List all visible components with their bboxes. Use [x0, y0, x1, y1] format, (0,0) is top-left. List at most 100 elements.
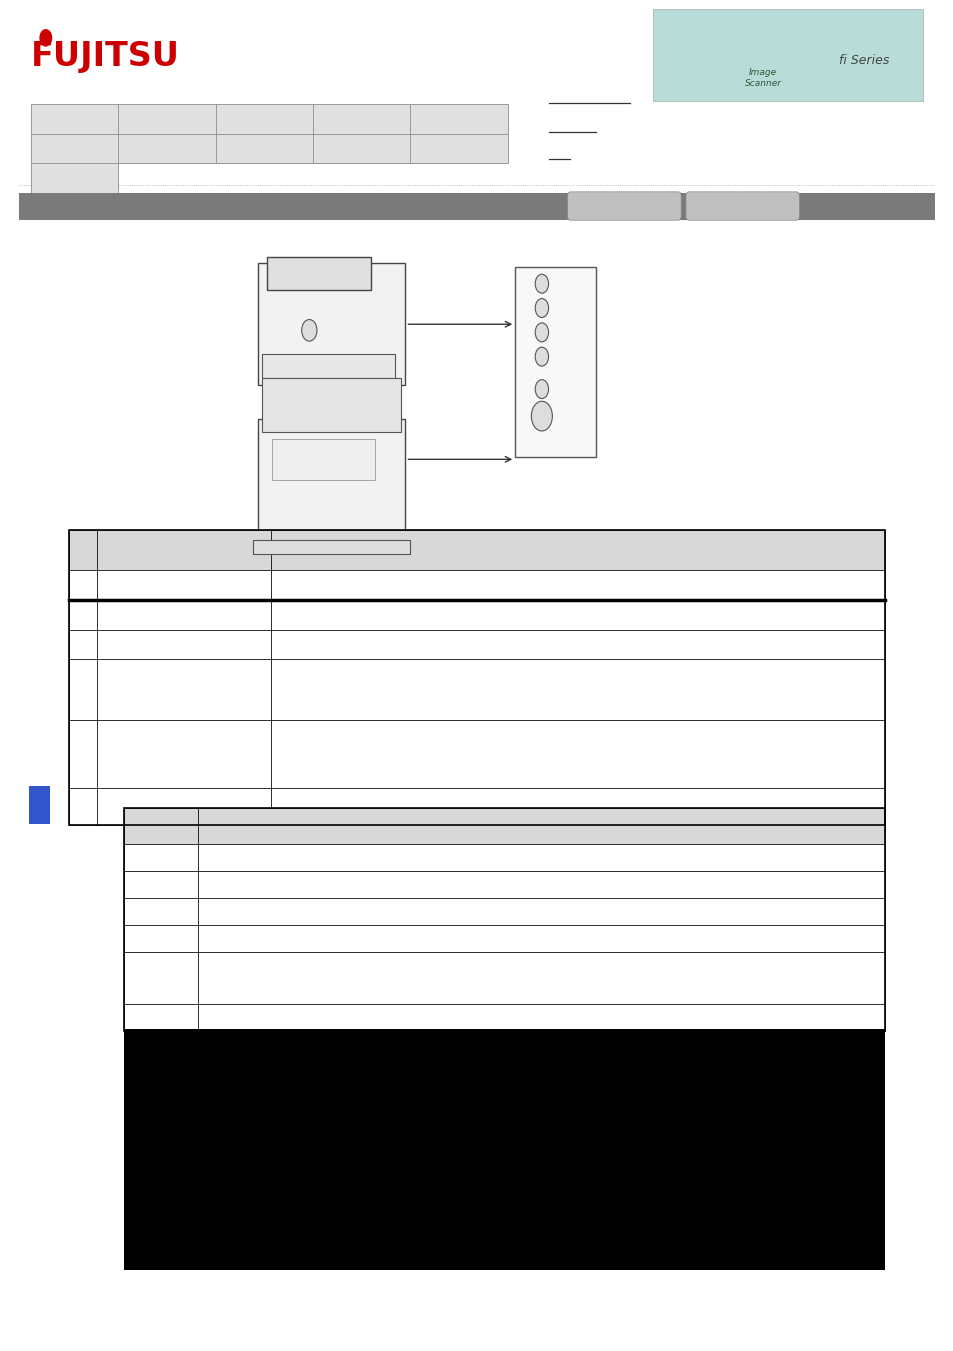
- Text: ①: ①: [574, 278, 582, 289]
- Bar: [257, 419, 405, 554]
- Bar: [118, 104, 215, 134]
- Bar: [97, 659, 271, 720]
- Text: ④: ④: [574, 351, 582, 362]
- Bar: [198, 844, 884, 871]
- Bar: [69, 630, 97, 659]
- Bar: [124, 844, 198, 871]
- Bar: [253, 540, 410, 554]
- Bar: [29, 786, 50, 824]
- Bar: [257, 263, 405, 385]
- Bar: [97, 630, 271, 659]
- Text: PREFACE: PREFACE: [52, 115, 96, 123]
- Bar: [124, 1029, 884, 1270]
- Text: CHAPTER 8: CHAPTER 8: [333, 145, 390, 153]
- Bar: [271, 530, 884, 570]
- Bar: [124, 898, 198, 925]
- Bar: [118, 134, 215, 163]
- Text: CHAPTER 4: CHAPTER 4: [430, 115, 487, 123]
- Circle shape: [535, 380, 548, 399]
- Bar: [271, 600, 884, 630]
- Bar: [313, 134, 410, 163]
- Text: ②: ②: [574, 303, 582, 313]
- Circle shape: [40, 30, 51, 46]
- Bar: [271, 570, 884, 600]
- Bar: [30, 134, 118, 163]
- Bar: [515, 267, 596, 457]
- Bar: [215, 104, 313, 134]
- Text: 1: 1: [80, 580, 86, 590]
- Circle shape: [535, 299, 548, 317]
- Text: ⑥: ⑥: [574, 411, 582, 422]
- Bar: [97, 600, 271, 630]
- Text: CHAPTER 3: CHAPTER 3: [333, 115, 390, 123]
- Bar: [198, 898, 884, 925]
- Bar: [19, 193, 934, 220]
- Circle shape: [535, 323, 548, 342]
- Bar: [30, 104, 118, 134]
- Text: Image
Scanner: Image Scanner: [744, 69, 781, 88]
- Bar: [69, 788, 97, 825]
- Bar: [30, 163, 118, 193]
- Text: 4: 4: [158, 934, 164, 944]
- Bar: [198, 871, 884, 898]
- Bar: [271, 788, 884, 825]
- Circle shape: [535, 274, 548, 293]
- Bar: [267, 257, 370, 290]
- Bar: [69, 720, 97, 788]
- Text: CHAPTER 7: CHAPTER 7: [235, 145, 293, 153]
- Bar: [313, 104, 410, 134]
- Bar: [69, 659, 97, 720]
- Bar: [124, 871, 198, 898]
- Text: APPENDIX: APPENDIX: [49, 174, 100, 182]
- Text: 2: 2: [80, 609, 86, 620]
- Bar: [97, 720, 271, 788]
- Bar: [653, 9, 923, 101]
- Bar: [198, 808, 884, 844]
- Bar: [69, 530, 97, 570]
- Circle shape: [531, 401, 552, 431]
- Text: CHAPTER 2: CHAPTER 2: [235, 115, 293, 123]
- Bar: [124, 1004, 198, 1031]
- Bar: [215, 134, 313, 163]
- Circle shape: [535, 347, 548, 366]
- Bar: [69, 530, 884, 825]
- FancyBboxPatch shape: [685, 192, 799, 220]
- Circle shape: [301, 319, 316, 342]
- Text: CHAPTER 6: CHAPTER 6: [138, 145, 195, 153]
- Bar: [271, 630, 884, 659]
- Text: CHAPTER 1: CHAPTER 1: [138, 115, 195, 123]
- FancyBboxPatch shape: [567, 192, 680, 220]
- Bar: [410, 104, 507, 134]
- Bar: [69, 570, 97, 600]
- Bar: [97, 788, 271, 825]
- Text: FUJITSU: FUJITSU: [30, 41, 179, 73]
- Bar: [262, 378, 400, 432]
- Bar: [198, 952, 884, 1004]
- Text: 6: 6: [158, 1012, 164, 1023]
- Text: Func No: Func No: [520, 305, 541, 311]
- Bar: [97, 530, 271, 570]
- Text: 5: 5: [158, 973, 164, 984]
- Text: fi Series: fi Series: [839, 54, 888, 68]
- Text: Check: Check: [520, 281, 537, 286]
- Text: Send To: Send To: [520, 330, 540, 335]
- Text: ⑤: ⑤: [574, 384, 582, 394]
- Bar: [124, 808, 884, 1031]
- Text: 3: 3: [80, 639, 86, 650]
- Bar: [272, 439, 375, 480]
- Bar: [124, 925, 198, 952]
- Bar: [198, 925, 884, 952]
- Text: 3: 3: [158, 907, 164, 917]
- Text: CHAPTER 9: CHAPTER 9: [430, 145, 487, 153]
- Text: 2: 2: [158, 880, 164, 890]
- Text: 4: 4: [80, 685, 86, 694]
- Text: CHAPTER 5: CHAPTER 5: [46, 145, 103, 153]
- Bar: [198, 1004, 884, 1031]
- Text: Scan/Stop: Scan/Stop: [520, 354, 547, 359]
- Bar: [271, 659, 884, 720]
- Text: Next: Next: [725, 200, 759, 213]
- Text: Prev: Prev: [608, 200, 639, 213]
- Bar: [410, 134, 507, 163]
- Text: ③: ③: [574, 327, 582, 338]
- Bar: [124, 952, 198, 1004]
